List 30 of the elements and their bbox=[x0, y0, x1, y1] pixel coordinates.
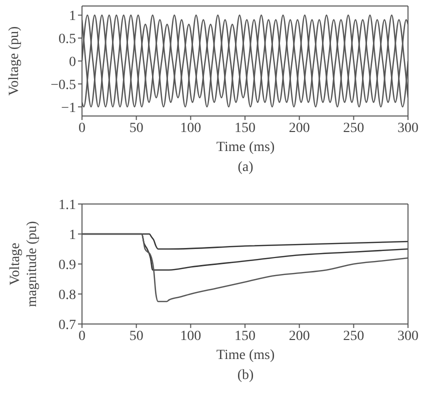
y-tick-label: 0 bbox=[69, 54, 76, 70]
text: (a) bbox=[236, 160, 254, 176]
x-tick-label: 300 bbox=[398, 328, 418, 344]
x-axis-title: Time (ms) bbox=[215, 348, 276, 364]
y-axis-title: Voltage magnitude (pu) bbox=[8, 220, 40, 307]
x-tick-label: 250 bbox=[343, 328, 364, 344]
text: (b) bbox=[236, 368, 255, 384]
x-tick-label: 100 bbox=[180, 120, 202, 136]
x-tick-label: 0 bbox=[78, 120, 86, 136]
y-tick-label: 1.1 bbox=[58, 198, 76, 213]
y-tick-label: 1 bbox=[69, 228, 76, 243]
y-tick-label: 1 bbox=[69, 9, 76, 24]
y-tick-label: −1 bbox=[61, 100, 76, 116]
x-tick-label: 250 bbox=[343, 120, 364, 136]
x-tick-label: 200 bbox=[288, 120, 310, 136]
x-tick-label: 150 bbox=[234, 120, 256, 136]
x-tick-label: 0 bbox=[78, 328, 86, 344]
y-tick-label: −0.5 bbox=[50, 78, 76, 93]
x-tick-label: 100 bbox=[180, 328, 202, 344]
x-tick-label: 150 bbox=[234, 328, 256, 344]
y-tick-label: 0.9 bbox=[58, 258, 76, 273]
x-axis-title: Time (ms) bbox=[215, 140, 276, 156]
y-tick-label: 0.7 bbox=[58, 318, 76, 333]
y-axis-title: Voltage (pu) bbox=[7, 26, 22, 96]
y-tick-label: 0.5 bbox=[58, 32, 76, 48]
y-tick-label: 0.8 bbox=[58, 288, 76, 303]
x-tick-label: 50 bbox=[129, 328, 144, 344]
x-tick-label: 300 bbox=[398, 120, 418, 136]
x-tick-label: 50 bbox=[129, 120, 144, 136]
x-tick-label: 200 bbox=[288, 328, 310, 344]
